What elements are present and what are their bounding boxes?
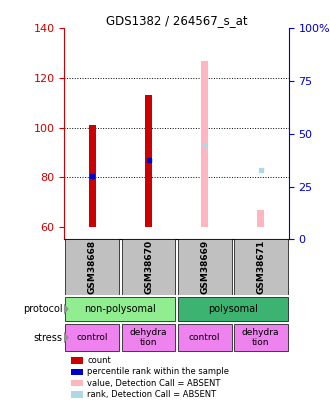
Text: dehydra
tion: dehydra tion xyxy=(242,328,280,347)
Polygon shape xyxy=(60,299,69,319)
Text: non-polysomal: non-polysomal xyxy=(84,304,156,314)
Bar xyxy=(121,324,176,351)
Text: control: control xyxy=(77,333,108,342)
Bar xyxy=(65,239,119,295)
Text: GSM38670: GSM38670 xyxy=(144,240,153,294)
Text: control: control xyxy=(189,333,220,342)
Text: percentile rank within the sample: percentile rank within the sample xyxy=(87,367,229,376)
Title: GDS1382 / 264567_s_at: GDS1382 / 264567_s_at xyxy=(106,14,248,27)
Bar xyxy=(65,296,176,322)
Bar xyxy=(65,324,119,351)
Bar xyxy=(201,61,208,227)
Bar xyxy=(234,239,288,295)
Bar xyxy=(178,239,232,295)
Bar xyxy=(178,296,288,322)
Text: GSM38668: GSM38668 xyxy=(88,240,97,294)
Text: GSM38671: GSM38671 xyxy=(256,240,265,294)
Bar xyxy=(234,324,288,351)
Text: value, Detection Call = ABSENT: value, Detection Call = ABSENT xyxy=(87,379,221,388)
Text: protocol: protocol xyxy=(23,304,63,314)
Bar xyxy=(145,95,152,227)
Text: dehydra
tion: dehydra tion xyxy=(130,328,167,347)
Text: count: count xyxy=(87,356,111,365)
Bar xyxy=(121,239,176,295)
Polygon shape xyxy=(60,327,69,348)
Text: stress: stress xyxy=(34,333,63,343)
Bar xyxy=(89,125,96,227)
Text: rank, Detection Call = ABSENT: rank, Detection Call = ABSENT xyxy=(87,390,216,399)
Bar xyxy=(178,324,232,351)
Bar xyxy=(257,209,264,227)
Text: polysomal: polysomal xyxy=(208,304,258,314)
Text: GSM38669: GSM38669 xyxy=(200,240,209,294)
